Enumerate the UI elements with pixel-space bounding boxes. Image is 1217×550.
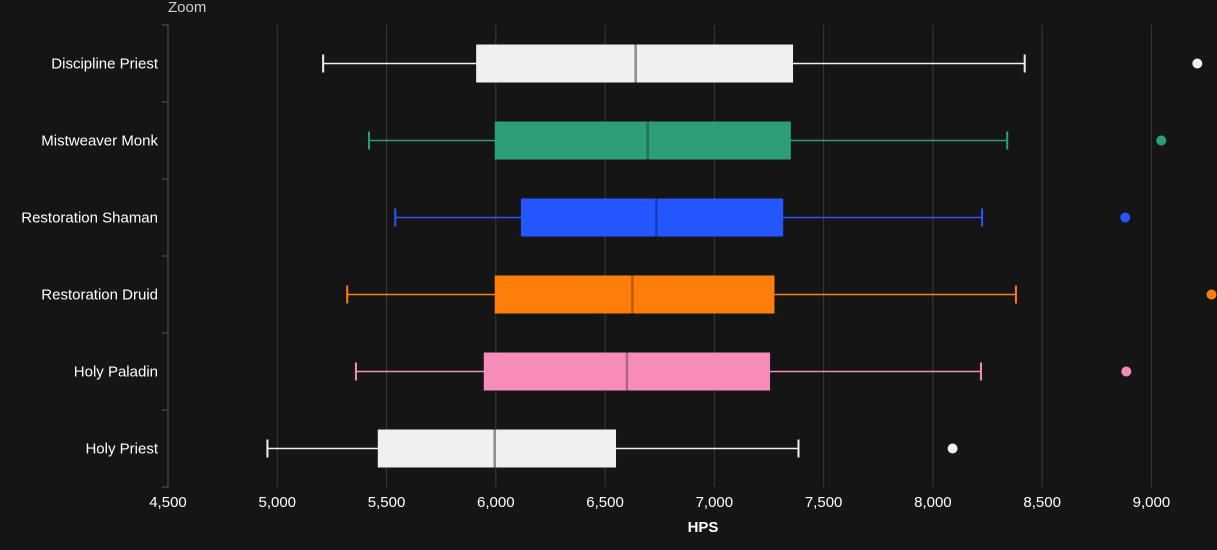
outlier-point (1192, 58, 1203, 69)
grid-lines (276, 25, 1152, 487)
box-group (368, 121, 1167, 160)
box-group (266, 429, 958, 468)
box (377, 429, 617, 468)
outlier-point (1156, 135, 1167, 146)
outlier-point (1206, 289, 1217, 300)
x-tick-label: 5,000 (258, 494, 296, 511)
zoom-label[interactable]: Zoom (168, 0, 206, 16)
boxes (266, 44, 1217, 468)
x-tick-label: 6,000 (477, 494, 515, 511)
x-tick-label: 6,500 (586, 494, 624, 511)
box-group (394, 198, 1131, 237)
box (520, 198, 784, 237)
category-labels: Discipline Priest Mistweaver Monk Restorat… (21, 56, 159, 458)
x-axis-label: HPS (688, 519, 719, 536)
box-group (322, 44, 1203, 83)
category-label: Restoration Druid (41, 287, 158, 304)
x-tick-label: 4,500 (149, 494, 187, 511)
outlier-point (1121, 366, 1132, 377)
x-tick-label: 7,500 (805, 494, 843, 511)
box (483, 352, 771, 391)
x-tick-label: 8,000 (914, 494, 952, 511)
x-tick-label: 5,500 (368, 494, 406, 511)
box (494, 121, 791, 160)
outlier-point (947, 443, 958, 454)
category-label: Restoration Shaman (21, 210, 158, 227)
category-label: Holy Paladin (74, 364, 158, 381)
category-label: Mistweaver Monk (41, 133, 158, 150)
x-tick-label: 8,500 (1023, 494, 1061, 511)
category-label: Holy Priest (85, 441, 158, 458)
box-group (354, 352, 1132, 391)
category-label: Discipline Priest (51, 56, 159, 73)
x-tick-label: 9,000 (1133, 494, 1171, 511)
box (494, 275, 775, 314)
outlier-point (1120, 212, 1131, 223)
box-group (346, 275, 1217, 314)
x-tick-labels: 4,500 5,000 5,500 6,000 6,500 7,000 7,500 8,000… (149, 494, 1170, 511)
x-tick-label: 7,000 (696, 494, 734, 511)
axes (162, 24, 169, 488)
